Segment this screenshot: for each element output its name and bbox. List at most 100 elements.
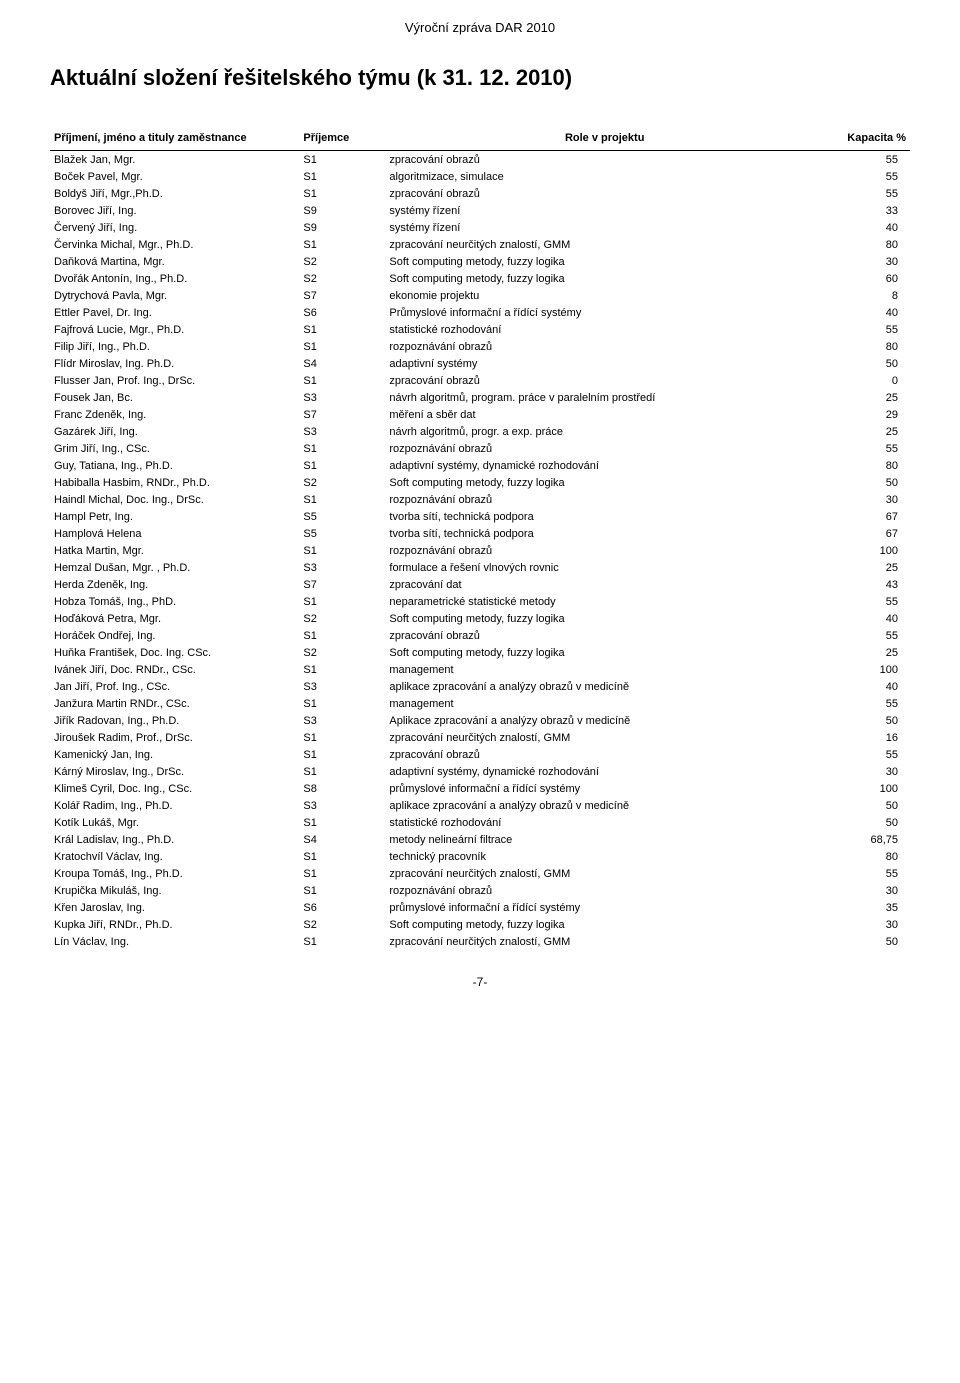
cell-name: Lín Václav, Ing. bbox=[50, 933, 299, 950]
cell-recipient: S2 bbox=[299, 474, 385, 491]
table-row: Ettler Pavel, Dr. Ing.S6Průmyslové infor… bbox=[50, 304, 910, 321]
table-row: Křen Jaroslav, Ing.S6průmyslové informač… bbox=[50, 899, 910, 916]
table-row: Boldyš Jiří, Mgr.,Ph.D.S1zpracování obra… bbox=[50, 185, 910, 202]
cell-recipient: S3 bbox=[299, 559, 385, 576]
column-header-role: Role v projektu bbox=[385, 126, 824, 151]
table-row: Filip Jiří, Ing., Ph.D.S1rozpoznávání ob… bbox=[50, 338, 910, 355]
cell-recipient: S6 bbox=[299, 899, 385, 916]
table-row: Červinka Michal, Mgr., Ph.D.S1zpracování… bbox=[50, 236, 910, 253]
cell-role: rozpoznávání obrazů bbox=[385, 542, 824, 559]
cell-capacity: 55 bbox=[824, 593, 910, 610]
cell-name: Herda Zdeněk, Ing. bbox=[50, 576, 299, 593]
table-row: Lín Václav, Ing.S1zpracování neurčitých … bbox=[50, 933, 910, 950]
table-row: Hamplová HelenaS5tvorba sítí, technická … bbox=[50, 525, 910, 542]
cell-role: adaptivní systémy, dynamické rozhodování bbox=[385, 457, 824, 474]
cell-name: Kratochvíl Václav, Ing. bbox=[50, 848, 299, 865]
cell-capacity: 100 bbox=[824, 780, 910, 797]
cell-recipient: S4 bbox=[299, 831, 385, 848]
cell-name: Křen Jaroslav, Ing. bbox=[50, 899, 299, 916]
cell-recipient: S3 bbox=[299, 678, 385, 695]
cell-role: návrh algoritmů, progr. a exp. práce bbox=[385, 423, 824, 440]
table-row: Kolář Radim, Ing., Ph.D.S3aplikace zprac… bbox=[50, 797, 910, 814]
cell-recipient: S3 bbox=[299, 423, 385, 440]
table-row: Flusser Jan, Prof. Ing., DrSc.S1zpracová… bbox=[50, 372, 910, 389]
cell-role: management bbox=[385, 661, 824, 678]
cell-recipient: S9 bbox=[299, 202, 385, 219]
cell-capacity: 100 bbox=[824, 542, 910, 559]
cell-name: Hatka Martin, Mgr. bbox=[50, 542, 299, 559]
cell-capacity: 0 bbox=[824, 372, 910, 389]
cell-name: Ivánek Jiří, Doc. RNDr., CSc. bbox=[50, 661, 299, 678]
cell-capacity: 55 bbox=[824, 185, 910, 202]
cell-recipient: S1 bbox=[299, 338, 385, 355]
cell-name: Jiřík Radovan, Ing., Ph.D. bbox=[50, 712, 299, 729]
page-title: Aktuální složení řešitelského týmu (k 31… bbox=[50, 65, 910, 91]
cell-name: Flídr Miroslav, Ing. Ph.D. bbox=[50, 355, 299, 372]
cell-role: Soft computing metody, fuzzy logika bbox=[385, 474, 824, 491]
cell-capacity: 16 bbox=[824, 729, 910, 746]
cell-recipient: S8 bbox=[299, 780, 385, 797]
cell-name: Kolář Radim, Ing., Ph.D. bbox=[50, 797, 299, 814]
cell-name: Flusser Jan, Prof. Ing., DrSc. bbox=[50, 372, 299, 389]
cell-role: návrh algoritmů, program. práce v parale… bbox=[385, 389, 824, 406]
cell-recipient: S5 bbox=[299, 525, 385, 542]
table-row: Klimeš Cyril, Doc. Ing., CSc.S8průmyslov… bbox=[50, 780, 910, 797]
cell-name: Dvořák Antonín, Ing., Ph.D. bbox=[50, 270, 299, 287]
cell-capacity: 60 bbox=[824, 270, 910, 287]
cell-recipient: S6 bbox=[299, 304, 385, 321]
table-row: Kotík Lukáš, Mgr.S1statistické rozhodová… bbox=[50, 814, 910, 831]
cell-capacity: 55 bbox=[824, 627, 910, 644]
cell-name: Hamplová Helena bbox=[50, 525, 299, 542]
cell-capacity: 40 bbox=[824, 219, 910, 236]
table-row: Kroupa Tomáš, Ing., Ph.D.S1zpracování ne… bbox=[50, 865, 910, 882]
table-row: Fajfrová Lucie, Mgr., Ph.D.S1statistické… bbox=[50, 321, 910, 338]
cell-name: Borovec Jiří, Ing. bbox=[50, 202, 299, 219]
table-row: Borovec Jiří, Ing.S9systémy řízení33 bbox=[50, 202, 910, 219]
table-row: Kamenický Jan, Ing.S1zpracování obrazů55 bbox=[50, 746, 910, 763]
cell-role: formulace a řešení vlnových rovnic bbox=[385, 559, 824, 576]
cell-capacity: 30 bbox=[824, 491, 910, 508]
cell-capacity: 55 bbox=[824, 695, 910, 712]
table-row: Guy, Tatiana, Ing., Ph.D.S1adaptivní sys… bbox=[50, 457, 910, 474]
table-row: Červený Jiří, Ing.S9systémy řízení40 bbox=[50, 219, 910, 236]
table-row: Daňková Martina, Mgr.S2Soft computing me… bbox=[50, 253, 910, 270]
cell-role: zpracování obrazů bbox=[385, 185, 824, 202]
cell-recipient: S3 bbox=[299, 797, 385, 814]
cell-capacity: 50 bbox=[824, 814, 910, 831]
table-row: Herda Zdeněk, Ing.S7zpracování dat43 bbox=[50, 576, 910, 593]
cell-capacity: 40 bbox=[824, 304, 910, 321]
cell-capacity: 30 bbox=[824, 763, 910, 780]
cell-role: algoritmizace, simulace bbox=[385, 168, 824, 185]
cell-role: rozpoznávání obrazů bbox=[385, 440, 824, 457]
cell-name: Grim Jiří, Ing., CSc. bbox=[50, 440, 299, 457]
cell-role: Soft computing metody, fuzzy logika bbox=[385, 610, 824, 627]
table-row: Jiřík Radovan, Ing., Ph.D.S3Aplikace zpr… bbox=[50, 712, 910, 729]
cell-role: tvorba sítí, technická podpora bbox=[385, 508, 824, 525]
cell-role: aplikace zpracování a analýzy obrazů v m… bbox=[385, 678, 824, 695]
cell-recipient: S1 bbox=[299, 763, 385, 780]
cell-role: Aplikace zpracování a analýzy obrazů v m… bbox=[385, 712, 824, 729]
cell-name: Fousek Jan, Bc. bbox=[50, 389, 299, 406]
cell-name: Daňková Martina, Mgr. bbox=[50, 253, 299, 270]
cell-name: Kupka Jiří, RNDr., Ph.D. bbox=[50, 916, 299, 933]
cell-role: průmyslové informační a řídící systémy bbox=[385, 899, 824, 916]
cell-capacity: 50 bbox=[824, 933, 910, 950]
cell-capacity: 30 bbox=[824, 916, 910, 933]
document-header: Výroční zpráva DAR 2010 bbox=[50, 20, 910, 35]
cell-name: Král Ladislav, Ing., Ph.D. bbox=[50, 831, 299, 848]
table-row: Hampl Petr, Ing.S5tvorba sítí, technická… bbox=[50, 508, 910, 525]
cell-recipient: S1 bbox=[299, 168, 385, 185]
cell-name: Filip Jiří, Ing., Ph.D. bbox=[50, 338, 299, 355]
cell-recipient: S1 bbox=[299, 627, 385, 644]
cell-capacity: 30 bbox=[824, 882, 910, 899]
cell-capacity: 80 bbox=[824, 338, 910, 355]
cell-capacity: 35 bbox=[824, 899, 910, 916]
cell-recipient: S5 bbox=[299, 508, 385, 525]
cell-name: Horáček Ondřej, Ing. bbox=[50, 627, 299, 644]
cell-recipient: S9 bbox=[299, 219, 385, 236]
cell-role: systémy řízení bbox=[385, 219, 824, 236]
cell-recipient: S7 bbox=[299, 287, 385, 304]
table-row: Hemzal Dušan, Mgr. , Ph.D.S3formulace a … bbox=[50, 559, 910, 576]
cell-role: zpracování neurčitých znalostí, GMM bbox=[385, 933, 824, 950]
cell-capacity: 68,75 bbox=[824, 831, 910, 848]
